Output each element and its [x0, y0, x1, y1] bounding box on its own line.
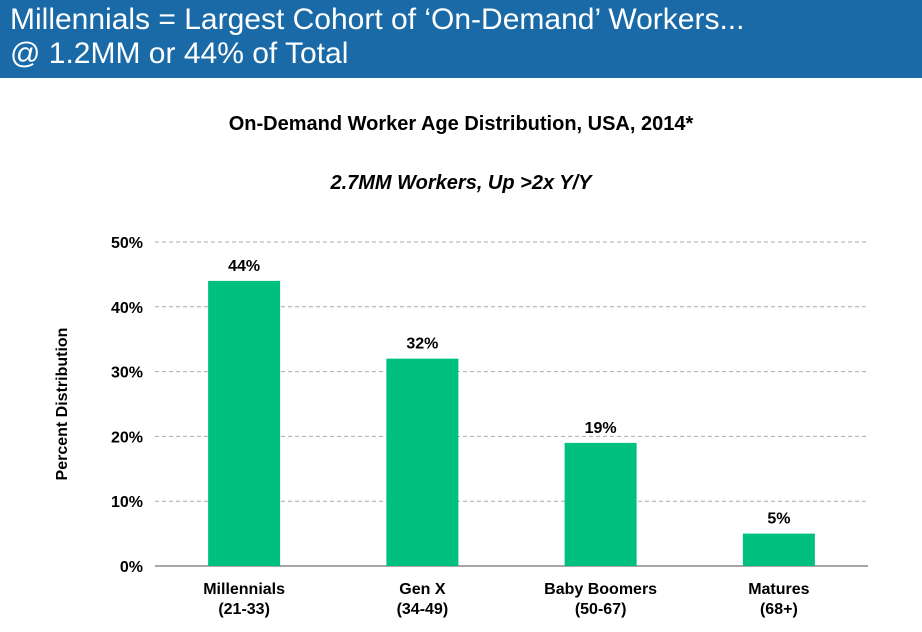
category-label: (68+)	[760, 601, 798, 618]
data-labels: 44% 32% 19% 5%	[228, 258, 790, 528]
category-label: Baby Boomers	[544, 581, 657, 598]
y-tick-label: 0%	[120, 559, 143, 576]
category-label: (50-67)	[575, 601, 627, 618]
bar	[208, 280, 281, 566]
y-axis-label: Percent Distribution	[54, 328, 71, 481]
bar	[386, 358, 459, 566]
category-labels: Millennials (21-33) Gen X (34-49) Baby Boome…	[203, 581, 809, 618]
category-label: Millennials	[203, 581, 285, 598]
chart-title: On-Demand Worker Age Distribution, USA, …	[228, 113, 694, 135]
data-label: 44%	[228, 258, 260, 275]
y-tick-label: 20%	[111, 429, 143, 446]
chart-subtitle: 2.7MM Workers, Up >2x Y/Y	[330, 172, 592, 194]
y-tick-label: 10%	[111, 494, 143, 511]
header-title-line1: Millennials = Largest Cohort of ‘On-Dema…	[10, 3, 745, 36]
bar	[564, 442, 637, 566]
category-label: (21-33)	[218, 601, 270, 618]
header-title-line2: @ 1.2MM or 44% of Total	[10, 37, 349, 70]
header-banner: Millennials = Largest Cohort of ‘On-Dema…	[0, 0, 922, 78]
y-tick-label: 50%	[111, 235, 143, 252]
data-label: 5%	[767, 511, 790, 528]
category-label: (34-49)	[397, 601, 449, 618]
y-tick-label: 40%	[111, 300, 143, 317]
data-label: 32%	[406, 336, 438, 353]
data-label: 19%	[585, 420, 617, 437]
y-tick-label: 30%	[111, 365, 143, 382]
y-axis-ticks: 0% 10% 20% 30% 40% 50%	[111, 235, 143, 576]
bar	[742, 533, 815, 566]
category-label: Gen X	[399, 581, 446, 598]
category-label: Matures	[748, 581, 809, 598]
bars	[208, 280, 815, 566]
